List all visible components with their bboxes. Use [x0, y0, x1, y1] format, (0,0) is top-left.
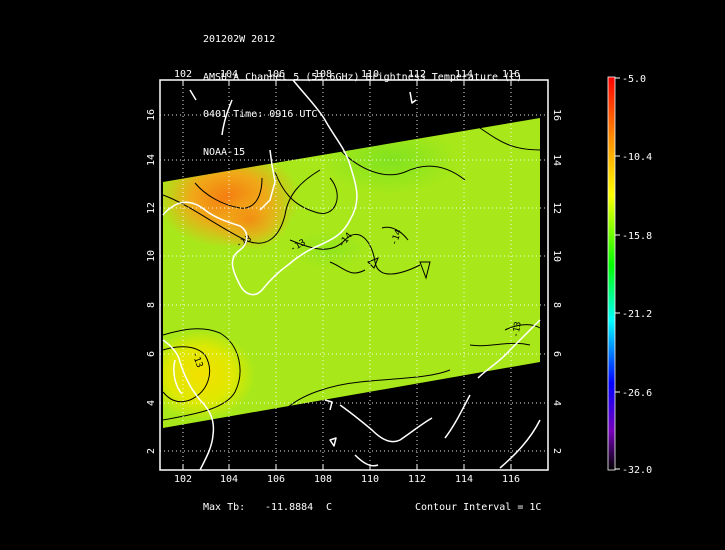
map-frame: [159, 79, 549, 471]
max-tb-unit: C: [326, 502, 333, 513]
lon-label: 116: [502, 474, 520, 485]
lon-label: 112: [408, 474, 426, 485]
colorbar-label: -26.6: [622, 388, 652, 399]
lon-label: 116: [502, 69, 520, 80]
lat-label: 2: [146, 448, 157, 454]
lon-label: 102: [174, 69, 192, 80]
title-line-2: AMSU-A Channel 5 (53.6GHz) Brightness Te…: [203, 71, 523, 83]
lat-label: 8: [146, 302, 157, 308]
lat-label: 10: [146, 250, 157, 262]
max-tb-label: Max Tb:: [203, 502, 246, 513]
lon-label: 106: [267, 474, 285, 485]
lon-label: 112: [408, 69, 426, 80]
lat-label: 4: [551, 400, 562, 406]
lat-label: 14: [146, 154, 157, 166]
lon-label: 106: [267, 69, 285, 80]
colorbar-label: -15.8: [622, 231, 652, 242]
yellow-region: [163, 330, 255, 420]
colorbar-gradient: [607, 76, 616, 471]
title-line-3: 0401 Time: 0916 UTC: [203, 109, 318, 120]
lat-label: 14: [551, 154, 562, 166]
max-tb-value: -11.8884: [265, 502, 314, 513]
colorbar-label: -21.2: [622, 309, 652, 320]
lat-label: 16: [146, 109, 157, 121]
title-line-1: 201202W 2012: [203, 34, 276, 45]
colorbar: -5.0 -10.4 -15.8 -21.2 -26.6 -32.0: [607, 74, 652, 476]
contour-lines: [162, 127, 541, 421]
lat-label: 6: [146, 351, 157, 357]
lon-label: 108: [314, 69, 332, 80]
lon-label: 114: [455, 69, 473, 80]
lon-label: 108: [314, 474, 332, 485]
lat-label: 16: [551, 109, 562, 121]
colorbar-label: -32.0: [622, 465, 652, 476]
lon-label: 104: [220, 69, 238, 80]
lat-label: 12: [551, 202, 562, 214]
lon-label: 114: [455, 474, 473, 485]
tick-marks: [182, 80, 512, 470]
plot-title: 201202W 2012 AMSU-A Channel 5 (53.6GHz) …: [203, 9, 522, 172]
colorbar-label: -10.4: [622, 152, 652, 163]
lat-label: 8: [551, 302, 562, 308]
lat-labels-right: 2 4 6 8 10 12 14 16: [551, 109, 562, 454]
lat-lon-grid: [160, 80, 548, 470]
colorbar-label: -5.0: [622, 74, 646, 85]
lat-labels-left: 2 4 6 8 10 12 14 16: [146, 109, 157, 454]
title-line-4: NOAA-15: [203, 146, 246, 158]
lat-label: 6: [551, 351, 562, 357]
lon-label: 110: [361, 474, 379, 485]
lon-label: 104: [220, 474, 238, 485]
contour-label: -13: [511, 321, 524, 339]
lon-labels-top: 102 104 106 108 110 112 114 116: [174, 69, 520, 80]
lon-label: 102: [174, 474, 192, 485]
lat-label: 10: [551, 250, 562, 262]
contour-interval: Contour Interval = 1C: [415, 502, 542, 513]
lat-label: 12: [146, 202, 157, 214]
lon-label: 110: [361, 69, 379, 80]
lat-label: 2: [551, 448, 562, 454]
lat-label: 4: [146, 400, 157, 406]
lon-labels-bottom: 102 104 106 108 110 112 114 116: [174, 474, 520, 485]
